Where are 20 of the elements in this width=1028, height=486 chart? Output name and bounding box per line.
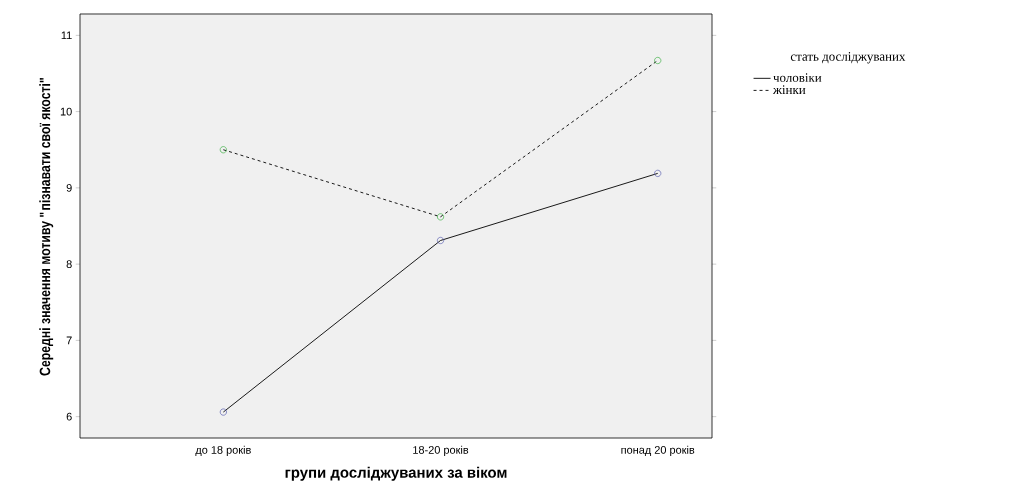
x-tick-label: понад 20 років <box>621 445 695 456</box>
y-tick-label: 9 <box>66 184 72 192</box>
x-tick-label: 18-20 років <box>413 445 469 456</box>
y-tick-label: 7 <box>66 336 72 345</box>
y-tick-label: 11 <box>61 31 72 40</box>
point <box>219 146 227 154</box>
legend-label: чоловіки <box>773 73 822 82</box>
x-axis-title: групи досліджуваних за віком <box>285 466 507 481</box>
point <box>219 408 227 416</box>
legend-title: стать досліджуваних <box>790 52 906 64</box>
y-tick-label: 8 <box>66 260 72 269</box>
y-tick-label: 10 <box>60 107 72 116</box>
x-tick-label: до 18 років <box>195 445 251 456</box>
point <box>654 169 662 177</box>
y-axis-title: Середні значення мотиву "пізнавати свої якості" <box>39 78 54 376</box>
legend-label: жінки <box>772 85 806 94</box>
point <box>436 236 445 245</box>
y-tick-label: 6 <box>66 412 72 421</box>
point <box>654 56 662 65</box>
point <box>436 213 445 221</box>
